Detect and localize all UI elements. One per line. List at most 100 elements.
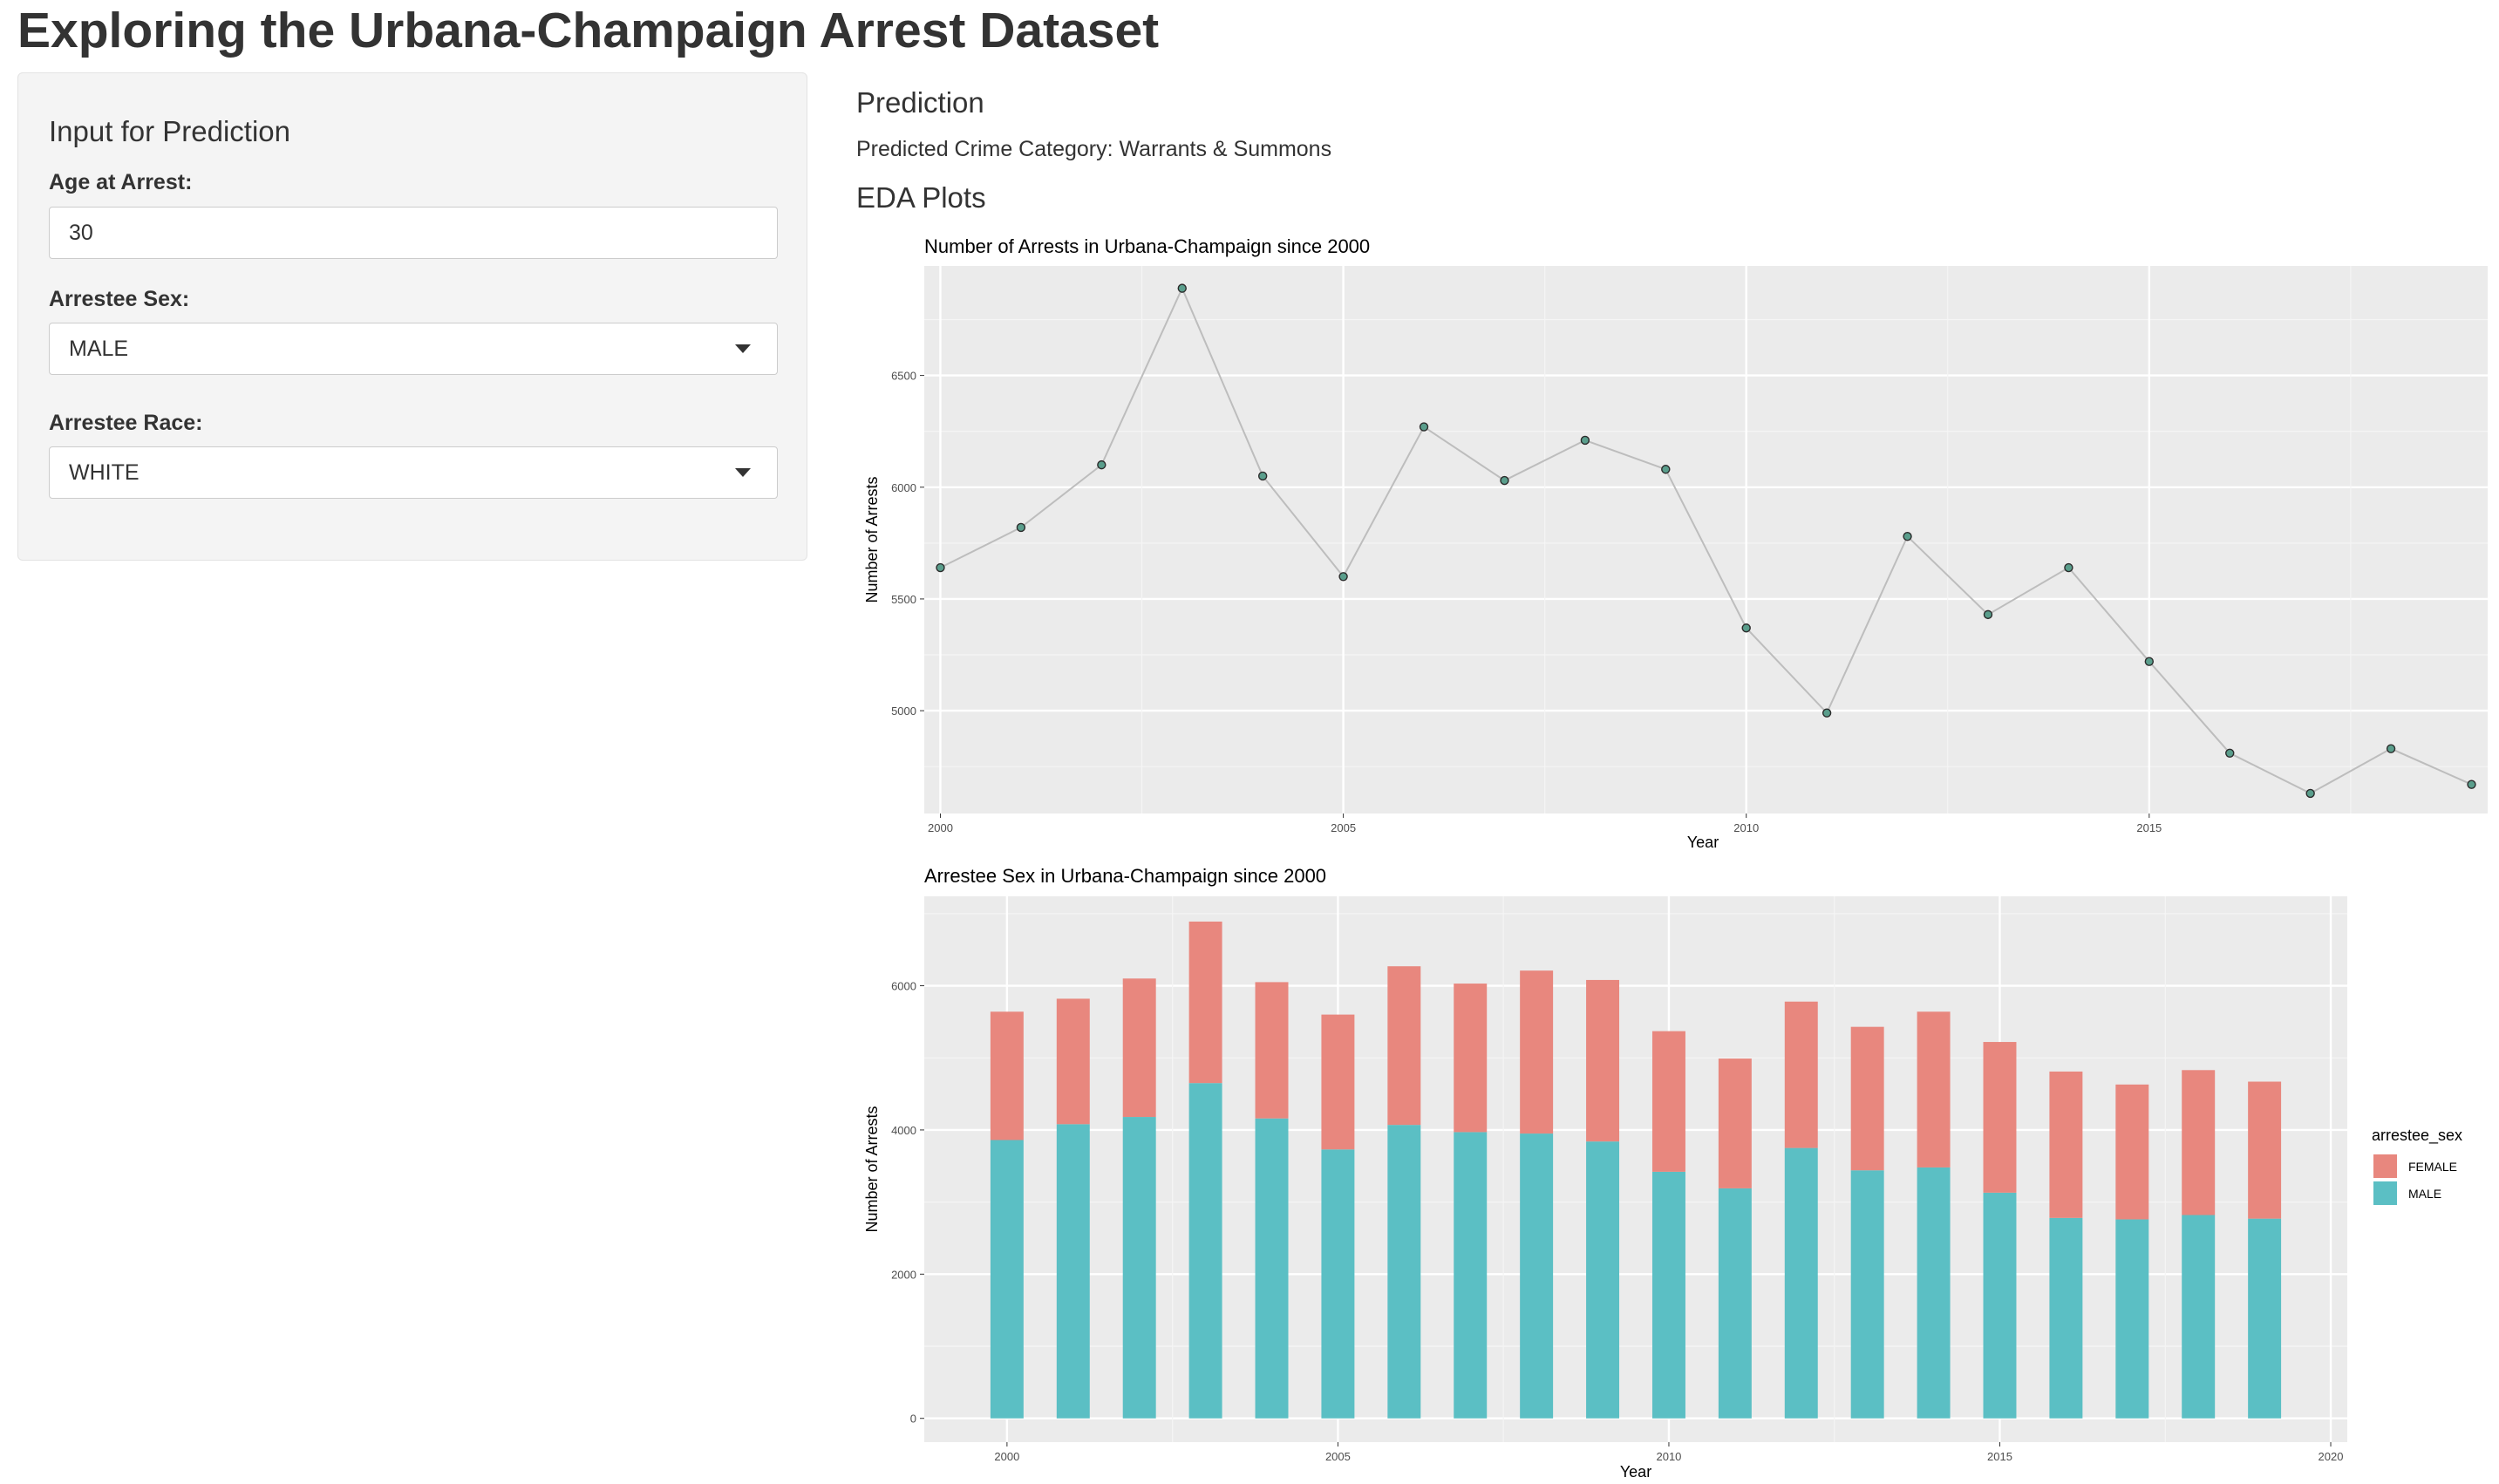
data-point [1016,522,1026,533]
bar-male [2182,1215,2216,1419]
bar-male [1983,1192,2017,1419]
y-tick-label: 6000 [891,980,916,993]
bar-male [1520,1133,1554,1419]
data-point [1338,572,1348,582]
race-select-value: WHITE [69,460,140,485]
line-chart-ylabel: Number of Arrests [863,476,881,602]
sex-label: Arrestee Sex: [49,287,190,311]
bar-female [1255,982,1289,1119]
legend-label-female: FEMALE [2408,1160,2457,1174]
bar-male [1255,1118,1289,1419]
age-label: Age at Arrest: [49,170,193,194]
data-point [1983,609,1993,620]
bar-female [1917,1011,1951,1167]
y-tick-label: 6000 [891,481,916,494]
bar-female [2182,1070,2216,1215]
panel-heading: Input for Prediction [49,115,290,147]
bar-male [1454,1132,1488,1419]
bar-male [2115,1219,2149,1419]
data-point [2144,657,2155,666]
bar-male [1718,1188,1752,1419]
bar-female [1056,998,1090,1125]
bar-chart-title: Arrestee Sex in Urbana-Champaign since 2… [924,865,1326,887]
data-point [1903,531,1912,541]
data-point [1661,465,1671,474]
data-point [1097,459,1107,470]
prediction-heading: Prediction [856,86,984,119]
eda-heading: EDA Plots [856,181,986,214]
bar-female [1454,984,1488,1133]
x-tick-label: 2000 [994,1450,1019,1463]
bar-female [1651,1031,1685,1172]
bar-female [1586,979,1620,1142]
legend-title: arrestee_sex [2372,1127,2462,1145]
data-point [2225,748,2235,758]
y-tick-label: 5000 [891,705,916,718]
data-point [1177,283,1187,293]
bar-male [1387,1125,1421,1419]
bar-female [1321,1014,1355,1150]
bar-male [990,1140,1024,1419]
bar-female [2049,1071,2083,1218]
legend-key-female [2373,1154,2397,1178]
bar-male [1122,1117,1156,1419]
bar-female [1387,966,1421,1126]
line-chart-panel [924,266,2488,813]
y-tick-label: 0 [910,1413,916,1426]
line-chart-xlabel: Year [1687,834,1719,851]
y-tick-label: 5500 [891,593,916,606]
x-tick-label: 2005 [1331,821,1356,834]
data-point [1741,623,1751,633]
bar-chart-panel [924,896,2347,1442]
bar-female [1122,978,1156,1118]
page-title: Exploring the Urbana-Champaign Arrest Da… [17,3,1160,58]
x-tick-label: 2000 [928,821,953,834]
bar-male [1850,1170,1884,1419]
chevron-down-icon [735,468,751,477]
bar-male [1321,1149,1355,1419]
bar-male [1188,1083,1222,1419]
bar-chart-ylabel: Number of Arrests [863,1106,881,1232]
bar-chart-legend: arrestee_sex FEMALE MALE [2372,1127,2462,1205]
y-tick-label: 4000 [891,1124,916,1137]
data-point [2064,562,2073,573]
x-tick-label: 2015 [2136,821,2162,834]
bar-male [1784,1147,1818,1419]
bar-female [1520,970,1554,1134]
data-point [1580,435,1590,446]
line-chart-title: Number of Arrests in Urbana-Champaign si… [924,235,1370,257]
bar-female [2115,1084,2149,1220]
data-point [1419,422,1429,432]
legend-label-male: MALE [2408,1187,2441,1201]
sex-select[interactable]: MALE [49,323,778,375]
data-point [2467,779,2476,789]
data-point [2386,744,2396,753]
age-input[interactable] [49,207,778,259]
data-point [1257,471,1268,481]
bar-male [2248,1218,2282,1419]
bar-female [1850,1026,1884,1171]
arrests-series-line [940,286,2472,795]
data-point [2305,788,2315,799]
prediction-input-panel: Input for Prediction Age at Arrest: Arre… [17,72,807,561]
bar-female [990,1011,1024,1140]
bar-female [1784,1001,1818,1148]
sex-select-value: MALE [69,337,129,361]
x-tick-label: 2010 [1733,821,1759,834]
data-point [936,562,945,573]
bar-male [1056,1124,1090,1419]
legend-key-male [2373,1181,2397,1205]
bar-male [1651,1171,1685,1419]
bar-female [1718,1059,1752,1188]
data-point [1500,475,1509,486]
chevron-down-icon [735,344,751,353]
bar-male [1586,1141,1620,1419]
y-tick-label: 2000 [891,1268,916,1281]
y-tick-label: 6500 [891,370,916,383]
bar-chart-xlabel: Year [1620,1463,1651,1481]
race-select[interactable]: WHITE [49,446,778,499]
bar-male [1917,1167,1951,1419]
bar-male [2049,1217,2083,1419]
race-label: Arrestee Race: [49,411,203,435]
x-tick-label: 2010 [1656,1450,1681,1463]
